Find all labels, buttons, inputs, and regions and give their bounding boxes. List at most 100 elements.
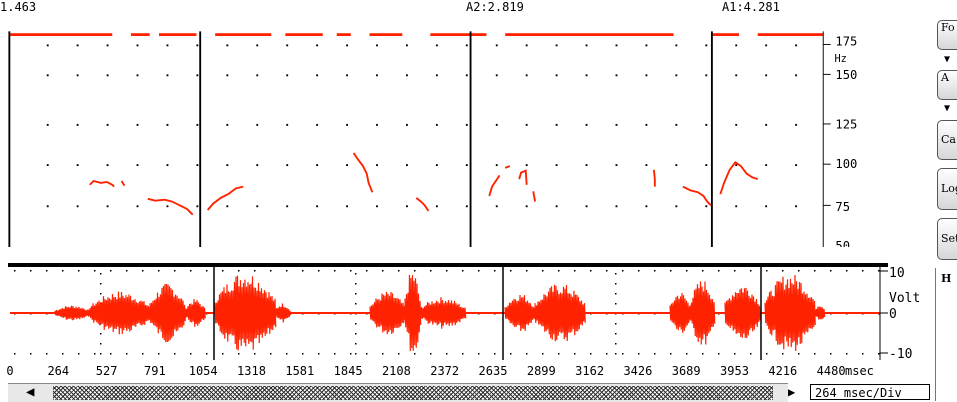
grid-dot	[222, 353, 224, 355]
grid-dot	[46, 353, 48, 355]
grid-dot	[622, 270, 624, 272]
grid-dot	[705, 44, 708, 47]
cursor-a2-value: A2:2.819	[466, 0, 524, 14]
h-panel: H	[935, 268, 957, 401]
grid-dot	[862, 270, 864, 272]
grid-dot	[750, 270, 752, 272]
grid-dot	[46, 74, 49, 77]
grid-dot	[765, 123, 768, 126]
cursor-readout-bar: 1.463 A2:2.819 A1:4.281	[0, 0, 957, 14]
grid-dot	[136, 74, 139, 77]
grid-dot	[435, 74, 438, 77]
grid-dot	[346, 44, 348, 47]
grid-dot	[94, 270, 96, 272]
time-tick-label: 3162	[575, 364, 605, 378]
grid-dot	[366, 353, 368, 355]
grid-dot	[226, 74, 229, 77]
waveform-burst	[689, 281, 716, 345]
grid-dot	[76, 164, 79, 167]
grid-dot	[196, 123, 199, 126]
grid-dot	[766, 353, 768, 355]
scroll-left-icon[interactable]: ◀	[26, 384, 35, 400]
grid-dot	[76, 74, 79, 77]
grid-dot	[590, 353, 592, 355]
grid-dot	[355, 333, 357, 335]
grid-dot	[702, 353, 704, 355]
grid-dot	[798, 353, 800, 355]
grid-dot	[346, 164, 348, 167]
grid-dot	[675, 123, 678, 126]
chevron-down-icon[interactable]: ▼	[944, 103, 951, 114]
grid-dot	[318, 353, 320, 355]
grid-dot	[735, 123, 738, 126]
grid-dot	[355, 343, 357, 345]
waveform-burst	[504, 295, 537, 331]
grid-dot	[494, 353, 496, 355]
grid-dot	[286, 123, 289, 126]
grid-dot	[106, 74, 109, 77]
grid-dot	[256, 123, 259, 126]
grid-dot	[645, 205, 648, 208]
grid-dot	[355, 283, 357, 285]
pitch-tick-175: 175	[835, 34, 857, 48]
grid-dot	[414, 353, 416, 355]
grid-dot	[46, 164, 49, 167]
grid-dot	[226, 164, 229, 167]
grid-dot	[14, 353, 16, 355]
grid-dot	[615, 44, 618, 47]
pitch-segment	[89, 179, 115, 188]
sidebar-button-fo[interactable]: Fo	[937, 20, 957, 50]
sidebar-button-log[interactable]: Log	[937, 168, 957, 210]
grid-dot	[878, 353, 880, 355]
sidebar-button-a[interactable]: A	[937, 70, 957, 100]
time-tick-label: 2108	[381, 364, 411, 378]
pitch-segment	[652, 169, 656, 187]
grid-dot	[795, 123, 798, 126]
pitch-tick-50: 50	[835, 239, 850, 247]
grid-dot	[196, 205, 199, 208]
grid-dot	[206, 353, 208, 355]
grid-dot	[136, 44, 139, 47]
pitch-segment	[719, 161, 759, 195]
time-unit-label: msec	[845, 364, 874, 378]
grid-dot	[350, 270, 352, 272]
chevron-down-icon[interactable]: ▼	[944, 54, 951, 65]
grid-dot	[100, 293, 102, 295]
grid-dot	[286, 205, 289, 208]
grid-dot	[542, 353, 544, 355]
voicing-segment	[710, 33, 740, 37]
time-scrollbar[interactable]: ◀	[8, 383, 788, 402]
grid-dot	[615, 353, 617, 355]
grid-dot	[615, 303, 617, 305]
scroll-right-icon[interactable]: ▶	[788, 385, 796, 399]
grid-dot	[376, 164, 378, 167]
voicing-segment	[369, 33, 403, 37]
grid-dot	[675, 205, 678, 208]
grid-dot	[798, 270, 800, 272]
grid-dot	[675, 44, 678, 47]
grid-dot	[286, 44, 289, 47]
grid-dot	[878, 270, 880, 272]
grid-dot	[376, 205, 378, 208]
sidebar-button-set[interactable]: Set	[937, 218, 957, 260]
grid-dot	[302, 270, 304, 272]
waveform-burst	[419, 297, 467, 329]
grid-dot	[495, 44, 498, 47]
grid-dot	[366, 270, 368, 272]
sidebar-button-ca[interactable]: Ca	[937, 120, 957, 160]
voicing-segment	[430, 33, 487, 37]
grid-dot	[355, 323, 357, 325]
grid-dot	[435, 44, 438, 47]
scrollbar-track[interactable]	[53, 386, 773, 400]
grid-dot	[765, 205, 768, 208]
pitch-contour-panel[interactable]: 175 Hz 150 125 100 75 50	[0, 14, 870, 247]
grid-dot	[142, 353, 144, 355]
grid-dot	[256, 44, 259, 47]
grid-dot	[795, 164, 798, 167]
scale-readout[interactable]: 264 msec/Div	[810, 384, 930, 400]
waveform-panel[interactable]: 10 Volt 0 -10	[0, 265, 930, 365]
grid-dot	[238, 353, 240, 355]
grid-dot	[675, 164, 678, 167]
waveform-burst	[54, 305, 91, 321]
grid-dot	[574, 270, 576, 272]
